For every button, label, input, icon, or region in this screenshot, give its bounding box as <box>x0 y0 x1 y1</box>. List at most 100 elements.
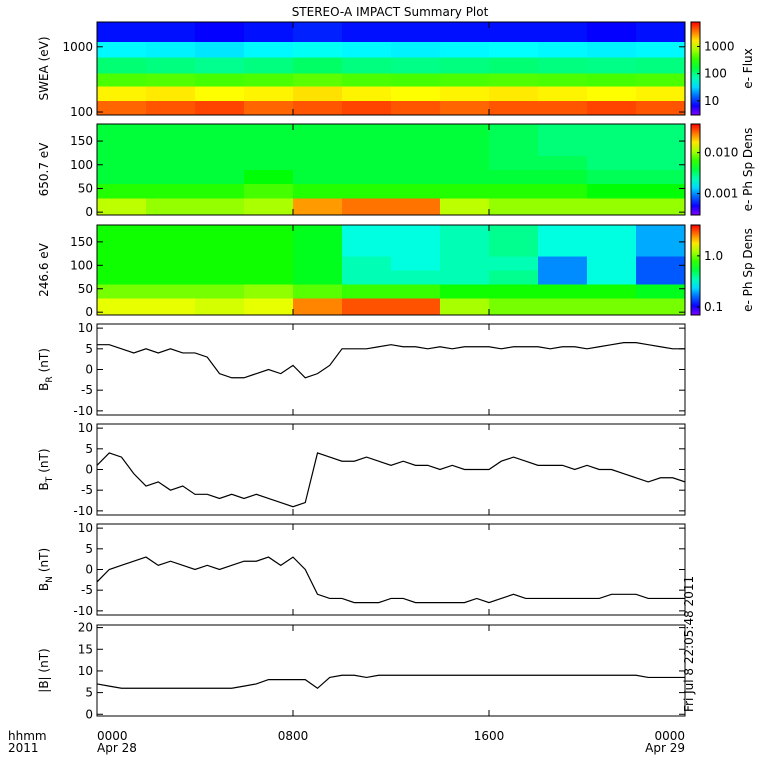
heat-cell <box>440 197 490 215</box>
heat-cell <box>489 197 539 215</box>
heat-cell <box>636 225 685 243</box>
heat-cell <box>342 56 392 74</box>
panel <box>97 342 685 379</box>
heat-cell <box>342 255 392 271</box>
heat-cell <box>342 72 392 87</box>
y-label-sub: T <box>45 476 55 483</box>
heat-cell <box>391 255 441 271</box>
heat-cell <box>342 22 392 43</box>
heat-cell <box>538 72 588 87</box>
heat-cell <box>146 197 196 215</box>
panel-frame <box>96 523 686 616</box>
heat-cell <box>293 22 343 43</box>
colorbar-label: e- Ph Sp Dens <box>741 128 755 212</box>
y-label-main: SWEA (eV) <box>37 36 51 100</box>
data-line <box>97 674 685 690</box>
heat-cell <box>97 225 147 243</box>
heat-cell <box>489 241 539 257</box>
colorbar <box>690 123 701 216</box>
y-tick-label: -5 <box>81 483 93 497</box>
heat-cell <box>342 124 392 142</box>
heat-cell <box>244 72 294 87</box>
heat-cell <box>636 86 685 102</box>
heat-cell <box>391 72 441 87</box>
heat-cell <box>391 169 441 185</box>
heat-cell <box>538 169 588 185</box>
heat-cell <box>293 155 343 170</box>
heat-cell <box>538 124 588 142</box>
heat-cell <box>538 41 588 58</box>
heat-cell <box>440 141 490 156</box>
heat-cell <box>587 141 637 156</box>
y-tick-label: 10 <box>78 664 93 678</box>
y-tick-label: -5 <box>81 583 93 597</box>
heat-cell <box>195 255 245 271</box>
heat-cell <box>489 124 539 142</box>
heat-cell <box>440 241 490 257</box>
heat-cell <box>489 22 539 43</box>
y-tick-label: 100 <box>70 105 93 119</box>
heat-cell <box>244 197 294 215</box>
heat-cell <box>440 124 490 142</box>
heat-cell <box>342 270 392 285</box>
y-axis-label: 246.6 eV <box>37 242 51 297</box>
heat-cell <box>489 56 539 74</box>
x-tick-label: 1600 <box>474 729 505 743</box>
heat-cell <box>636 169 685 185</box>
heat-cell <box>538 225 588 243</box>
heat-cell <box>146 241 196 257</box>
heat-cell <box>489 298 539 315</box>
heat-cell <box>636 100 685 115</box>
heat-cell <box>195 124 245 142</box>
heat-cell <box>146 86 196 102</box>
heat-cell <box>391 183 441 199</box>
heat-cell <box>391 141 441 156</box>
heat-cell <box>538 197 588 215</box>
heat-cell <box>636 141 685 156</box>
y-axis-label: BN (nT) <box>37 548 55 591</box>
heat-cell <box>146 56 196 74</box>
colorbar-tick-label: 0.1 <box>704 300 723 314</box>
heat-cell <box>293 225 343 243</box>
panel <box>97 22 685 115</box>
y-label-main: B <box>37 583 51 591</box>
heat-cell <box>244 183 294 199</box>
heat-cell <box>97 141 147 156</box>
y-label-unit: (nT) <box>37 548 51 572</box>
heat-cell <box>97 284 147 299</box>
heat-cell <box>244 298 294 315</box>
y-tick-label: 20 <box>78 621 93 635</box>
x-date-label: Apr 29 <box>645 741 685 755</box>
heat-cell <box>489 41 539 58</box>
heat-cell <box>391 284 441 299</box>
y-axis-label: SWEA (eV) <box>37 36 51 100</box>
y-tick-label: 100 <box>70 158 93 172</box>
colorbar-tick-label: 0.010 <box>704 146 738 160</box>
heat-cell <box>538 22 588 43</box>
heat-cell <box>391 41 441 58</box>
heat-cell <box>146 72 196 87</box>
heat-cell <box>587 255 637 271</box>
y-tick-label: 0 <box>85 363 93 377</box>
heat-cell <box>342 284 392 299</box>
colorbar-tick-label: 10 <box>704 94 719 108</box>
heat-cell <box>146 183 196 199</box>
heat-cell <box>195 72 245 87</box>
heat-cell <box>538 86 588 102</box>
heat-cell <box>97 241 147 257</box>
x-row-label: 2011 <box>8 741 39 755</box>
heat-cell <box>391 86 441 102</box>
heat-cell <box>636 298 685 315</box>
heat-cell <box>538 255 588 271</box>
heat-cell <box>146 22 196 43</box>
panel <box>97 452 685 508</box>
heat-cell <box>97 197 147 215</box>
heat-cell <box>587 56 637 74</box>
heat-cell <box>538 183 588 199</box>
heat-cell <box>342 225 392 243</box>
heat-cell <box>391 270 441 285</box>
chart-title: STEREO-A IMPACT Summary Plot <box>292 5 489 19</box>
heat-cell <box>244 270 294 285</box>
heat-cell <box>293 270 343 285</box>
heat-cell <box>391 241 441 257</box>
